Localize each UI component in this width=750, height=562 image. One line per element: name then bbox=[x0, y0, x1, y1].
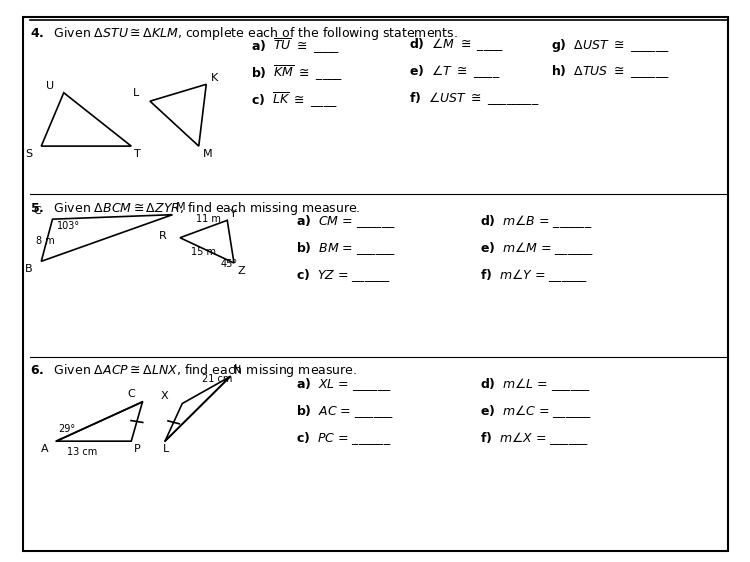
Text: Z: Z bbox=[237, 266, 244, 276]
Text: $\mathbf{b)}$  $\overline{KM}$ $\cong$ ____: $\mathbf{b)}$ $\overline{KM}$ $\cong$ __… bbox=[251, 64, 344, 83]
Text: 15 m: 15 m bbox=[191, 247, 216, 257]
Text: $\mathbf{b)}$  $AC$ = ______: $\mathbf{b)}$ $AC$ = ______ bbox=[296, 404, 394, 420]
Text: U: U bbox=[46, 81, 54, 91]
Text: $\mathbf{c)}$  $\overline{LK}$ $\cong$ ____: $\mathbf{c)}$ $\overline{LK}$ $\cong$ __… bbox=[251, 90, 338, 110]
Text: $\mathbf{f)}$  $m\angle Y$ = ______: $\mathbf{f)}$ $m\angle Y$ = ______ bbox=[480, 268, 588, 284]
Text: L: L bbox=[133, 88, 139, 98]
Text: 21 cm: 21 cm bbox=[202, 374, 232, 384]
Text: T: T bbox=[134, 149, 141, 159]
Text: B: B bbox=[25, 264, 32, 274]
Text: R: R bbox=[159, 231, 166, 241]
FancyBboxPatch shape bbox=[22, 17, 728, 551]
Text: $\mathbf{e)}$  $m\angle C$ = ______: $\mathbf{e)}$ $m\angle C$ = ______ bbox=[480, 404, 592, 420]
Text: $\mathbf{5.}$  Given $\mathit{\Delta BCM} \cong \mathit{\Delta ZYR}$, find each : $\mathbf{5.}$ Given $\mathit{\Delta BCM}… bbox=[30, 200, 361, 216]
Text: K: K bbox=[211, 73, 218, 83]
Text: $\mathbf{h)}$  $\Delta TUS$ $\cong$ ______: $\mathbf{h)}$ $\Delta TUS$ $\cong$ _____… bbox=[551, 64, 670, 80]
Text: $\mathbf{f)}$  $\angle UST$ $\cong$ ________: $\mathbf{f)}$ $\angle UST$ $\cong$ _____… bbox=[409, 90, 539, 107]
Text: $\mathbf{a)}$  $CM$ = ______: $\mathbf{a)}$ $CM$ = ______ bbox=[296, 214, 396, 230]
Text: 8 m: 8 m bbox=[36, 235, 55, 246]
Text: Y: Y bbox=[230, 209, 237, 219]
Text: $\mathbf{6.}$  Given $\mathit{\Delta ACP} \cong \mathit{\Delta LNX}$, find each : $\mathbf{6.}$ Given $\mathit{\Delta ACP}… bbox=[30, 362, 357, 379]
Text: S: S bbox=[26, 149, 32, 159]
Text: C: C bbox=[34, 206, 41, 216]
Text: M: M bbox=[176, 202, 186, 212]
Text: $\mathbf{4.}$  Given $\mathit{\Delta STU} \cong \mathit{\Delta KLM}$, complete e: $\mathbf{4.}$ Given $\mathit{\Delta STU}… bbox=[30, 25, 457, 42]
Text: 45°: 45° bbox=[220, 259, 238, 269]
Text: M: M bbox=[202, 149, 212, 159]
Text: N: N bbox=[233, 365, 242, 375]
Text: $\mathbf{e)}$  $m\angle M$ = ______: $\mathbf{e)}$ $m\angle M$ = ______ bbox=[480, 241, 594, 257]
Text: P: P bbox=[134, 444, 140, 454]
Text: 11 m: 11 m bbox=[196, 214, 221, 224]
Text: $\mathbf{b)}$  $BM$ = ______: $\mathbf{b)}$ $BM$ = ______ bbox=[296, 241, 396, 257]
Text: C: C bbox=[128, 389, 135, 399]
Text: 103°: 103° bbox=[57, 221, 80, 232]
Text: 29°: 29° bbox=[58, 424, 76, 434]
Text: $\mathbf{e)}$  $\angle T$ $\cong$ ____: $\mathbf{e)}$ $\angle T$ $\cong$ ____ bbox=[409, 64, 500, 80]
Text: $\mathbf{f)}$  $m\angle X$ = ______: $\mathbf{f)}$ $m\angle X$ = ______ bbox=[480, 430, 589, 447]
Text: $\mathbf{d)}$  $\angle M$ $\cong$ ____: $\mathbf{d)}$ $\angle M$ $\cong$ ____ bbox=[409, 37, 504, 53]
Text: $\mathbf{a)}$  $\overline{TU}$ $\cong$ ____: $\mathbf{a)}$ $\overline{TU}$ $\cong$ __… bbox=[251, 37, 340, 56]
Text: $\mathbf{c)}$  $YZ$ = ______: $\mathbf{c)}$ $YZ$ = ______ bbox=[296, 268, 392, 284]
Text: $\mathbf{c)}$  $PC$ = ______: $\mathbf{c)}$ $PC$ = ______ bbox=[296, 430, 392, 447]
Text: $\mathbf{d)}$  $m\angle B$ = ______: $\mathbf{d)}$ $m\angle B$ = ______ bbox=[480, 214, 592, 230]
Text: A: A bbox=[41, 444, 49, 454]
Text: $\mathbf{a)}$  $XL$ = ______: $\mathbf{a)}$ $XL$ = ______ bbox=[296, 377, 392, 393]
Text: L: L bbox=[163, 444, 169, 454]
Text: $\mathbf{d)}$  $m\angle L$ = ______: $\mathbf{d)}$ $m\angle L$ = ______ bbox=[480, 377, 591, 393]
Text: 13 cm: 13 cm bbox=[68, 447, 98, 457]
Text: $\mathbf{g)}$  $\Delta UST$ $\cong$ ______: $\mathbf{g)}$ $\Delta UST$ $\cong$ _____… bbox=[551, 37, 670, 53]
Text: X: X bbox=[161, 391, 169, 401]
